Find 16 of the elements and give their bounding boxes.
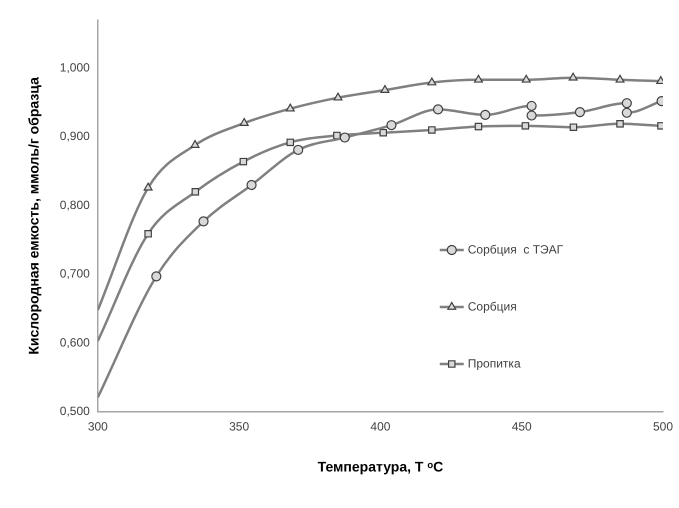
y-tick-label: 0,700 — [60, 266, 90, 281]
y-tick-label: 1,000 — [60, 60, 90, 74]
y-tick-label: 0,500 — [60, 404, 90, 418]
x-tick-label: 500 — [652, 419, 674, 434]
legend-label: Пропитка — [468, 356, 521, 370]
x-tick-label: 400 — [370, 419, 391, 434]
y-tick-label: 0,900 — [60, 129, 90, 144]
x-tick-label: 350 — [229, 419, 250, 434]
y-tick-label: 0,600 — [60, 335, 90, 350]
x-axis-title: Температура, T ᵒC — [318, 458, 444, 474]
x-tick-label: 300 — [88, 419, 108, 434]
legend-label: Сорбция с ТЭАГ — [468, 242, 564, 256]
x-tick-label: 450 — [512, 419, 532, 434]
y-axis-title: Кислородная емкость, ммоль/г образца — [25, 76, 42, 355]
legend-label: Сорбция — [468, 299, 517, 314]
y-tick-label: 0,800 — [60, 198, 90, 212]
